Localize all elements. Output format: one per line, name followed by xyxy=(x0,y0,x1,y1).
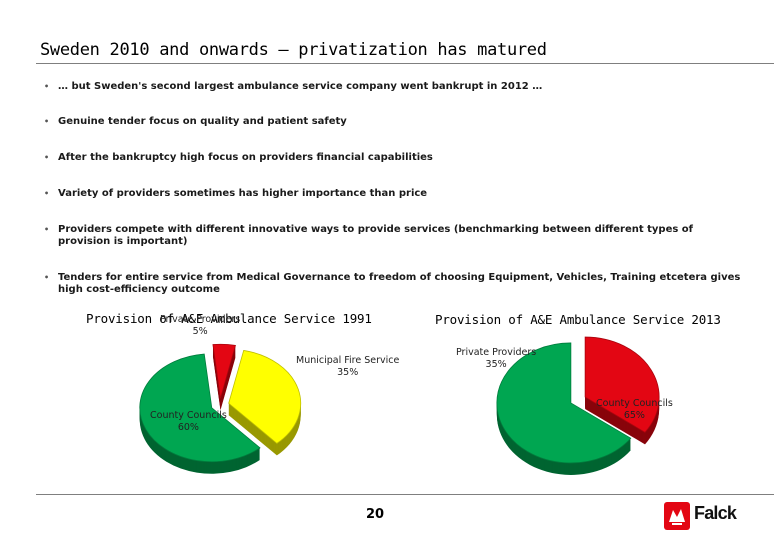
pie-1991-slice-private-providers xyxy=(212,343,236,399)
bullet-dot-icon: • xyxy=(44,153,50,162)
page-number: 20 xyxy=(366,507,385,522)
pie-1991-slice-municipal-fire-service xyxy=(228,349,302,444)
bullet-item: • Genuine tender focus on quality and pat… xyxy=(44,116,347,127)
bullet-dot-icon: • xyxy=(44,117,50,126)
bullet-item: • Tenders for entire service from Medical… xyxy=(44,272,741,295)
falck-logo-icon xyxy=(664,502,690,530)
pie-2013-slice-county-councils xyxy=(496,342,632,464)
footer-divider xyxy=(36,494,774,495)
bullet-item: • Variety of providers sometimes has high… xyxy=(44,188,428,199)
falck-logo-text: Falck xyxy=(694,503,737,523)
bullet-dot-icon: • xyxy=(44,82,50,91)
pie-1991-slice-county-councils xyxy=(139,353,261,463)
bullet-item: •… but Sweden's second largest ambulance… xyxy=(44,81,543,92)
pie-label-private-1991: Private Providers 5% xyxy=(160,314,241,337)
page-title: Sweden 2010 and onwards – privatization … xyxy=(40,40,547,60)
bullet-dot-icon: • xyxy=(44,189,50,198)
bullet-dot-icon: • xyxy=(44,225,50,234)
chart-title-2013: Provision of A&E Ambulance Service 2013 xyxy=(435,312,721,327)
pie-2013-slice-private-providers xyxy=(584,336,660,433)
pie-label-county-1991: County Councils 60% xyxy=(150,410,227,433)
chart-title-1991: Provision of A&E Ambulance Service 1991 xyxy=(86,311,372,326)
pie-label-county-2013: County Councils 65% xyxy=(596,398,673,421)
pie-label-private-2013: Private Providers 35% xyxy=(456,347,537,370)
bullet-item: • Providers compete with different innova… xyxy=(44,224,694,247)
bullet-item: • After the bankruptcy high focus on prov… xyxy=(44,152,433,163)
bullet-dot-icon: • xyxy=(44,273,50,282)
pie-label-municipal-1991: Municipal Fire Service 35% xyxy=(296,355,400,378)
title-divider xyxy=(36,63,774,64)
